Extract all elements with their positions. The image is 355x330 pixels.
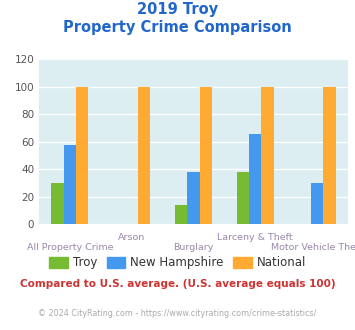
- Bar: [323, 87, 335, 224]
- Bar: [187, 172, 200, 224]
- Bar: [51, 183, 64, 224]
- Bar: [311, 183, 323, 224]
- Text: Property Crime Comparison: Property Crime Comparison: [63, 20, 292, 35]
- Bar: [200, 87, 212, 224]
- Bar: [261, 87, 274, 224]
- Bar: [175, 205, 187, 224]
- Text: Compared to U.S. average. (U.S. average equals 100): Compared to U.S. average. (U.S. average …: [20, 279, 335, 289]
- Text: © 2024 CityRating.com - https://www.cityrating.com/crime-statistics/: © 2024 CityRating.com - https://www.city…: [38, 309, 317, 317]
- Text: Burglary: Burglary: [173, 243, 214, 251]
- Bar: [249, 134, 261, 224]
- Bar: [138, 87, 150, 224]
- Bar: [64, 145, 76, 224]
- Bar: [76, 87, 88, 224]
- Text: 2019 Troy: 2019 Troy: [137, 2, 218, 16]
- Text: Larceny & Theft: Larceny & Theft: [217, 233, 293, 242]
- Legend: Troy, New Hampshire, National: Troy, New Hampshire, National: [44, 252, 311, 274]
- Bar: [237, 172, 249, 224]
- Text: Motor Vehicle Theft: Motor Vehicle Theft: [271, 243, 355, 251]
- Text: Arson: Arson: [118, 233, 145, 242]
- Text: All Property Crime: All Property Crime: [27, 243, 113, 251]
